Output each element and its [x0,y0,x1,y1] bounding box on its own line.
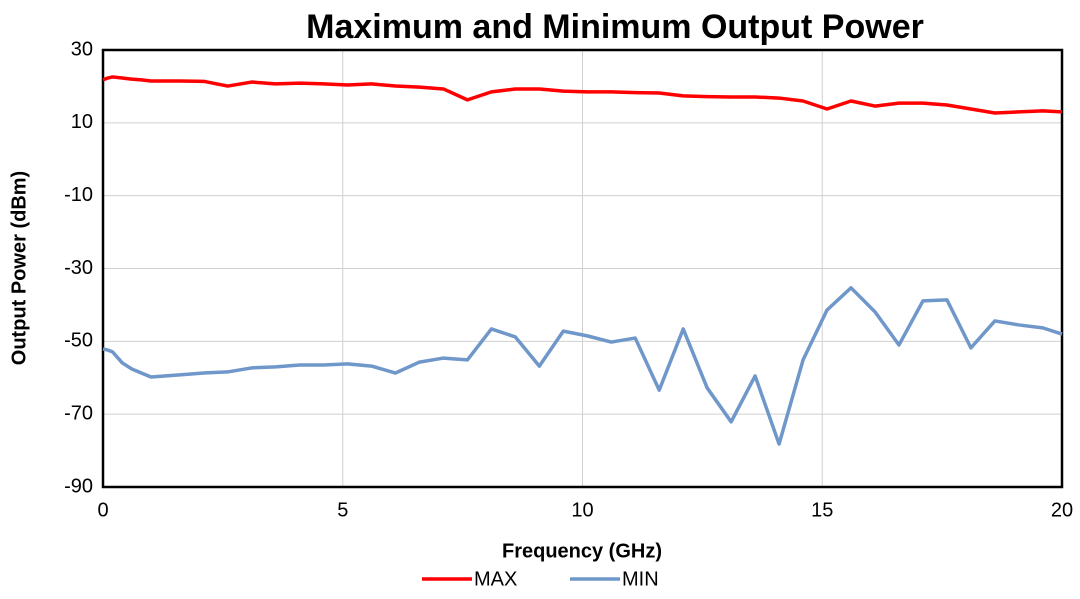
x-axis-label: Frequency (GHz) [502,540,662,562]
plot-frame [101,48,1064,489]
x-tick-label: 15 [811,499,833,521]
x-tick-label: 5 [337,499,348,521]
y-tick-label: -90 [64,475,93,497]
y-tick-label: -70 [64,402,93,424]
chart-title: Maximum and Minimum Output Power [306,8,924,46]
x-tick-label: 0 [97,499,108,521]
y-tick-label: -30 [64,257,93,279]
y-axis-label: Output Power (dBm) [8,171,30,365]
legend-label: MAX [474,568,517,590]
y-tick-label: -10 [64,184,93,206]
data-line [102,75,1063,115]
y-tick-label: 30 [71,38,93,60]
data-line [102,286,1063,446]
y-tick-label: -50 [64,330,93,352]
legend-label: MIN [622,568,659,590]
x-tick-label: 20 [1051,499,1073,521]
x-tick-label: 10 [571,499,593,521]
y-tick-label: 10 [71,111,93,133]
